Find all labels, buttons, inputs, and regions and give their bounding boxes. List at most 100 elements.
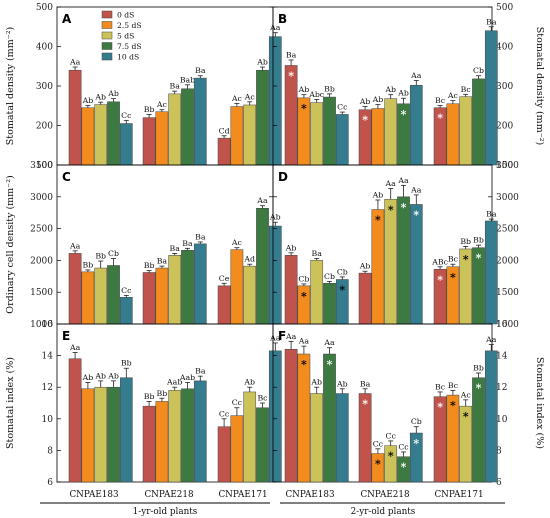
significance-label: Bb bbox=[473, 363, 484, 372]
star-marker: * bbox=[476, 382, 482, 395]
bar bbox=[168, 255, 182, 325]
bar bbox=[284, 255, 298, 325]
category-label: CNPAE183 bbox=[69, 490, 118, 500]
category-label: CNPAE171 bbox=[218, 490, 267, 500]
significance-label: Bb bbox=[144, 261, 155, 270]
significance-label: Ac bbox=[447, 91, 459, 100]
y-tick-label: 300 bbox=[36, 82, 53, 92]
star-marker: * bbox=[362, 114, 368, 127]
bar bbox=[310, 102, 324, 166]
bar bbox=[155, 401, 169, 483]
bar bbox=[142, 272, 156, 325]
significance-label: Aa bbox=[323, 338, 335, 347]
y-tick-label: 16 bbox=[42, 320, 54, 330]
significance-label: Ab bbox=[372, 95, 384, 104]
star-marker: * bbox=[437, 112, 443, 125]
significance-label: Ac bbox=[231, 94, 243, 103]
bar bbox=[384, 98, 398, 166]
significance-label: Ba bbox=[182, 239, 193, 248]
y-tick-label: 3000 bbox=[30, 193, 53, 203]
bottom-axis-labels: CNPAE183 CNPAE218 CNPAE171 CNPAE183 CNPAE218… bbox=[40, 490, 505, 517]
bar bbox=[142, 405, 156, 483]
significance-label: Ab bbox=[336, 379, 348, 388]
star-marker: * bbox=[413, 208, 419, 221]
significance-label: Ba bbox=[157, 257, 168, 266]
star-marker: * bbox=[339, 283, 345, 296]
significance-label: Cb bbox=[324, 272, 335, 281]
bar bbox=[94, 386, 108, 483]
y-axis-label: Stomatal index (%) bbox=[534, 357, 545, 449]
bar bbox=[297, 353, 311, 483]
significance-label: Bc bbox=[257, 394, 268, 403]
bar bbox=[243, 265, 257, 325]
star-marker: * bbox=[375, 214, 381, 227]
significance-label: Ab bbox=[372, 190, 384, 199]
bar bbox=[484, 30, 498, 166]
significance-label: Bc bbox=[448, 381, 459, 390]
panel-letter: F bbox=[278, 329, 286, 343]
significance-label: Aa bbox=[269, 333, 281, 342]
y-tick-label: 3500 bbox=[496, 161, 519, 171]
significance-label: Ac bbox=[460, 390, 472, 399]
significance-label: Bb bbox=[144, 105, 155, 114]
bar bbox=[107, 265, 120, 325]
bar bbox=[181, 249, 194, 325]
bar bbox=[323, 283, 336, 325]
significance-label: Cb bbox=[108, 249, 119, 258]
bar bbox=[81, 271, 95, 325]
legend-label: 2.5 dS bbox=[117, 21, 142, 30]
significance-label: Bb bbox=[157, 389, 168, 398]
panels-group: 100 200 300 400 500 Stomatal density (mm⁻²) A A… bbox=[5, 3, 545, 488]
bar bbox=[68, 253, 82, 325]
panel-a: 100 200 300 400 500 Stomatal density (mm⁻²) A A… bbox=[5, 3, 282, 171]
bar bbox=[446, 103, 460, 166]
significance-label: Aa bbox=[256, 196, 268, 205]
legend-label: 7.5 dS bbox=[117, 42, 142, 51]
bar bbox=[230, 415, 244, 483]
bar bbox=[230, 106, 244, 166]
bar bbox=[81, 107, 95, 166]
group-label-2yr: 2-yr-old plants bbox=[351, 507, 416, 517]
bar bbox=[371, 108, 385, 166]
panel-letter: C bbox=[62, 170, 71, 184]
significance-label: Cc bbox=[373, 439, 384, 448]
y-tick-label: 8 bbox=[496, 446, 502, 456]
group-label-1yr: 1-yr-old plants bbox=[133, 507, 198, 517]
bar bbox=[256, 207, 269, 325]
significance-label: Bb bbox=[121, 359, 132, 368]
y-tick-label: 200 bbox=[496, 122, 513, 132]
star-marker: * bbox=[476, 252, 482, 265]
significance-label: Bb bbox=[460, 237, 471, 246]
legend-label: 5 dS bbox=[117, 32, 134, 41]
bar bbox=[335, 114, 349, 166]
y-axis-label: Stomatal density (mm⁻²) bbox=[534, 27, 545, 145]
y-tick-label: 6 bbox=[47, 478, 53, 488]
significance-label: Ab bbox=[94, 93, 106, 102]
y-tick-label: 10 bbox=[496, 415, 508, 425]
significance-label: Ab bbox=[359, 97, 371, 106]
significance-label: Ab bbox=[359, 262, 371, 271]
significance-label: Aa bbox=[397, 176, 409, 185]
significance-label: Bb bbox=[473, 236, 484, 245]
bar bbox=[107, 386, 120, 483]
bar bbox=[193, 243, 207, 325]
star-marker: * bbox=[437, 401, 443, 414]
star-marker: * bbox=[401, 461, 407, 474]
panel-letter: E bbox=[62, 329, 70, 343]
bar bbox=[119, 123, 133, 166]
significance-label: Ab bbox=[243, 378, 255, 387]
significance-label: Ba bbox=[486, 210, 497, 219]
legend-swatch bbox=[101, 21, 113, 29]
y-tick-label: 1000 bbox=[30, 320, 53, 330]
significance-label: Abc bbox=[308, 90, 325, 99]
significance-label: Bb bbox=[95, 252, 106, 261]
legend-swatch bbox=[101, 52, 113, 61]
bar bbox=[119, 377, 133, 483]
y-axis-label: Stomatal index (%) bbox=[5, 357, 16, 449]
bar bbox=[409, 204, 423, 325]
y-tick-label: 3500 bbox=[30, 161, 53, 171]
category-label: CNPAE183 bbox=[285, 490, 334, 500]
significance-label: Ba bbox=[195, 367, 206, 376]
significance-label: Ab bbox=[397, 89, 409, 98]
bar bbox=[243, 391, 257, 483]
